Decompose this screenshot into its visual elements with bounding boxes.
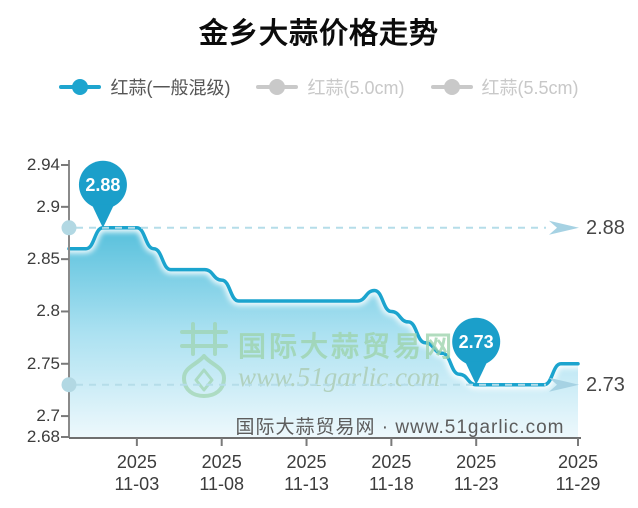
legend-item-red-garlic-5-5cm[interactable]: 红蒜(5.5cm) xyxy=(430,74,579,100)
pin-marker xyxy=(452,317,501,366)
y-axis-label: 2.8 xyxy=(36,301,60,321)
x-axis-label: 2025 11-13 xyxy=(284,452,329,494)
y-axis-label: 2.9 xyxy=(36,196,60,216)
watermark-site-name: 国际大蒜贸易网 xyxy=(238,331,455,362)
x-axis-label: 2025 11-29 xyxy=(555,452,601,494)
legend-label: 红蒜(5.0cm) xyxy=(307,78,405,98)
pin-marker-tail xyxy=(91,204,114,228)
arrow-value-label: 2.88 xyxy=(586,216,625,239)
arrow-right-icon xyxy=(549,220,579,235)
y-axis-label: 2.75 xyxy=(26,353,60,373)
axis-dot-icon xyxy=(61,377,77,393)
garlic-logo-icon xyxy=(180,322,228,398)
pin-marker xyxy=(78,160,127,209)
legend-item-red-garlic-5cm[interactable]: 红蒜(5.0cm) xyxy=(256,74,405,100)
y-axis-label: 2.68 xyxy=(26,427,60,446)
pin-marker-tail xyxy=(465,361,488,385)
legend: 红蒜(一般混级) 红蒜(5.0cm) 红蒜(5.5cm) xyxy=(0,74,638,100)
legend-line-dot-icon xyxy=(256,79,299,95)
footer-site-note: 国际大蒜贸易网 · www.51garlic.com xyxy=(235,417,565,438)
arrow-right-icon xyxy=(549,377,579,392)
axis-ticks xyxy=(61,164,579,446)
legend-label: 红蒜(5.5cm) xyxy=(481,78,579,98)
y-axis-label: 2.94 xyxy=(26,155,60,174)
chart-title: 金乡大蒜价格走势 xyxy=(198,18,439,50)
legend-item-red-garlic-mixed[interactable]: 红蒜(一般混级) xyxy=(59,74,230,100)
y-axis-label: 2.85 xyxy=(26,249,60,269)
x-axis-label: 2025 11-08 xyxy=(199,452,245,494)
pin-marker-label: 2.88 xyxy=(85,174,121,195)
x-axis-label: 2025 11-23 xyxy=(453,452,499,494)
legend-line-dot-icon xyxy=(430,79,473,95)
watermark-site-url: www.51garlic.com xyxy=(238,362,440,392)
legend-label: 红蒜(一般混级) xyxy=(110,78,231,98)
x-axis-label: 2025 11-18 xyxy=(369,452,414,494)
legend-line-dot-icon xyxy=(59,79,102,95)
x-axis-label: 2025 11-03 xyxy=(114,452,160,494)
pin-marker-label: 2.73 xyxy=(458,331,494,352)
axis-dot-icon xyxy=(61,220,77,236)
arrow-value-label: 2.73 xyxy=(586,373,625,396)
y-axis-label: 2.7 xyxy=(36,406,60,426)
